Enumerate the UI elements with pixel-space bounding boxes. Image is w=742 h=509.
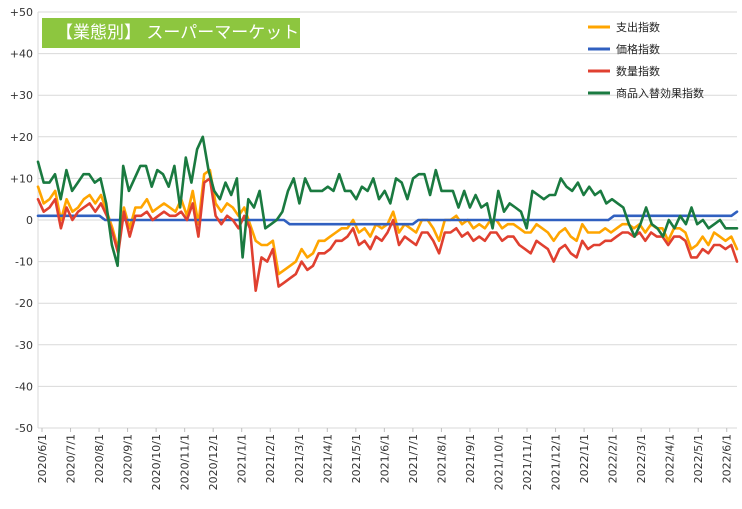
x-tick-label: 2021/9/1: [464, 434, 477, 483]
y-tick-label: +10: [10, 172, 33, 185]
x-tick-label: 2021/5/1: [350, 434, 363, 483]
x-tick-label: 2020/10/1: [150, 434, 163, 490]
title-background: [42, 18, 300, 48]
legend-label: 価格指数: [616, 42, 660, 56]
x-tick-label: 2021/10/1: [492, 434, 505, 490]
x-tick-label: 2021/12/1: [550, 434, 563, 490]
y-tick-label: -30: [15, 339, 33, 352]
x-tick-label: 2020/9/1: [122, 434, 135, 483]
x-tick-label: 2020/7/1: [65, 434, 78, 483]
legend-label: 支出指数: [616, 20, 660, 34]
x-tick-label: 2020/11/1: [179, 434, 192, 490]
y-tick-label: 0: [26, 214, 33, 227]
x-tick-label: 2021/11/1: [521, 434, 534, 490]
x-tick-label: 2021/6/1: [378, 434, 391, 483]
y-tick-label: +20: [10, 131, 33, 144]
x-axis-ticks: 2020/6/1 2020/7/1 2020/8/1 2020/9/1 2020/10/…: [36, 428, 734, 490]
x-tick-label: 2021/3/1: [293, 434, 306, 483]
x-tick-label: 2022/6/1: [721, 434, 734, 483]
y-tick-label: +30: [10, 89, 33, 102]
series-line-0: [36, 168, 739, 276]
x-tick-label: 2022/5/1: [692, 434, 705, 483]
chart-title: 【業態別】 スーパーマーケット: [56, 23, 299, 43]
x-tick-label: 2020/12/1: [207, 434, 220, 490]
x-tick-label: 2021/7/1: [407, 434, 420, 483]
series-line-2: [36, 177, 739, 293]
x-tick-label: 2020/6/1: [36, 434, 49, 483]
x-tick-label: 2021/1/1: [236, 434, 249, 483]
x-tick-label: 2022/3/1: [635, 434, 648, 483]
y-tick-label: +40: [10, 48, 33, 61]
series-lines: [36, 135, 739, 293]
x-tick-label: 2022/4/1: [664, 434, 677, 483]
x-tick-label: 2021/2/1: [264, 434, 277, 483]
y-tick-label: -40: [15, 380, 33, 393]
chart-title-box: 【業態別】 スーパーマーケット: [42, 18, 300, 48]
y-axis-ticks: +50 +40 +30 +20 +10 0 -10 -20 -30 -40 -50: [10, 6, 33, 435]
x-tick-label: 2021/8/1: [435, 434, 448, 483]
legend-label: 商品入替効果指数: [616, 86, 704, 100]
y-tick-label: +50: [10, 6, 33, 19]
x-tick-label: 2020/8/1: [93, 434, 106, 483]
series-line-3: [36, 135, 739, 268]
x-tick-label: 2021/4/1: [321, 434, 334, 483]
y-tick-label: -10: [15, 256, 33, 269]
x-tick-label: 2022/2/1: [607, 434, 620, 483]
y-tick-label: -50: [15, 422, 33, 435]
legend-label: 数量指数: [616, 64, 660, 78]
x-tick-label: 2022/1/1: [578, 434, 591, 483]
y-tick-label: -20: [15, 297, 33, 310]
